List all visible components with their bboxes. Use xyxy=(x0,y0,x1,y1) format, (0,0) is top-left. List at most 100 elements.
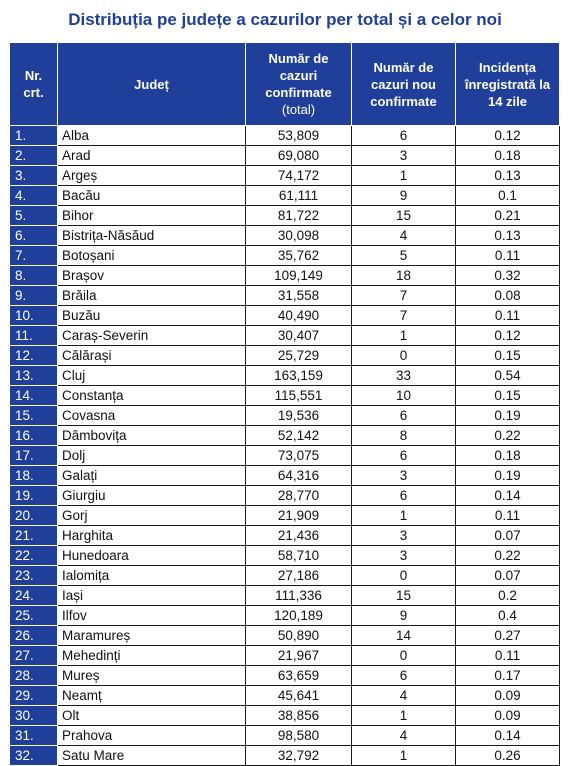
county-name: Hunedoara xyxy=(57,545,246,566)
incidence-14-days: 0.07 xyxy=(455,565,560,586)
header-incidence: Incidența înregistrată la 14 zile xyxy=(455,42,560,126)
new-confirmed: 6 xyxy=(351,665,456,686)
table-row: 30. Olt 38,856 1 0.09 xyxy=(9,705,560,726)
table-row: 17. Dolj 73,075 6 0.18 xyxy=(9,445,560,466)
new-confirmed: 33 xyxy=(351,365,456,386)
county-name: Maramureș xyxy=(57,625,246,646)
county-name: Buzău xyxy=(57,305,246,326)
county-name: Botoșani xyxy=(57,245,246,266)
table-row: 1. Alba 53,809 6 0.12 xyxy=(9,125,560,146)
header-new-line2: cazuri nou xyxy=(370,76,436,92)
county-name: Mureș xyxy=(57,665,246,686)
total-confirmed: 111,336 xyxy=(245,585,352,606)
county-name: Ilfov xyxy=(57,605,246,626)
new-confirmed: 1 xyxy=(351,325,456,346)
document-page: Distribuția pe județe a cazurilor per to… xyxy=(9,10,560,766)
total-confirmed: 30,098 xyxy=(245,225,352,246)
total-confirmed: 28,770 xyxy=(245,485,352,506)
county-name: Galați xyxy=(57,465,246,486)
county-name: Gorj xyxy=(57,505,246,526)
new-confirmed: 1 xyxy=(351,705,456,726)
county-name: Mehedinți xyxy=(57,645,246,666)
header-total-line4: (total) xyxy=(281,102,316,117)
row-number: 28. xyxy=(9,665,58,686)
table-body: 1. Alba 53,809 6 0.12 2. Arad 69,080 3 0.18 3. Arge… xyxy=(9,125,560,766)
row-number: 25. xyxy=(9,605,58,626)
header-county: Județ xyxy=(57,42,246,126)
new-confirmed: 9 xyxy=(351,605,456,626)
incidence-14-days: 0.12 xyxy=(455,325,560,346)
new-confirmed: 7 xyxy=(351,285,456,306)
row-number: 14. xyxy=(9,385,58,406)
table-row: 31. Prahova 98,580 4 0.14 xyxy=(9,725,560,746)
new-confirmed: 8 xyxy=(351,425,456,446)
incidence-14-days: 0.4 xyxy=(455,605,560,626)
new-confirmed: 1 xyxy=(351,505,456,526)
header-county-label: Județ xyxy=(134,76,169,92)
total-confirmed: 32,792 xyxy=(245,745,352,766)
new-confirmed: 0 xyxy=(351,645,456,666)
row-number: 15. xyxy=(9,405,58,426)
total-confirmed: 30,407 xyxy=(245,325,352,346)
incidence-14-days: 0.12 xyxy=(455,125,560,146)
table-row: 4. Bacău 61,111 9 0.1 xyxy=(9,185,560,206)
new-confirmed: 4 xyxy=(351,225,456,246)
table-row: 3. Argeș 74,172 1 0.13 xyxy=(9,165,560,186)
new-confirmed: 18 xyxy=(351,265,456,286)
table-row: 5. Bihor 81,722 15 0.21 xyxy=(9,205,560,226)
new-confirmed: 6 xyxy=(351,405,456,426)
total-confirmed: 163,159 xyxy=(245,365,352,386)
total-confirmed: 35,762 xyxy=(245,245,352,266)
incidence-14-days: 0.1 xyxy=(455,185,560,206)
incidence-14-days: 0.22 xyxy=(455,425,560,446)
total-confirmed: 38,856 xyxy=(245,705,352,726)
incidence-14-days: 0.09 xyxy=(455,685,560,706)
new-confirmed: 10 xyxy=(351,385,456,406)
county-name: Covasna xyxy=(57,405,246,426)
total-confirmed: 21,436 xyxy=(245,525,352,546)
row-number: 3. xyxy=(9,165,58,186)
total-confirmed: 21,967 xyxy=(245,645,352,666)
incidence-14-days: 0.54 xyxy=(455,365,560,386)
county-name: Iași xyxy=(57,585,246,606)
county-name: Olt xyxy=(57,705,246,726)
row-number: 29. xyxy=(9,685,58,706)
table-row: 16. Dâmbovița 52,142 8 0.22 xyxy=(9,425,560,446)
incidence-14-days: 0.08 xyxy=(455,285,560,306)
header-nr-line1: Nr. xyxy=(24,68,43,83)
table-row: 18. Galați 64,316 3 0.19 xyxy=(9,465,560,486)
row-number: 1. xyxy=(9,125,58,146)
new-confirmed: 4 xyxy=(351,725,456,746)
total-confirmed: 81,722 xyxy=(245,205,352,226)
incidence-14-days: 0.19 xyxy=(455,465,560,486)
table-row: 23. Ialomița 27,186 0 0.07 xyxy=(9,565,560,586)
county-name: Constanța xyxy=(57,385,246,406)
table-row: 6. Bistrița-Năsăud 30,098 4 0.13 xyxy=(9,225,560,246)
table-row: 21. Harghita 21,436 3 0.07 xyxy=(9,525,560,546)
incidence-14-days: 0.22 xyxy=(455,545,560,566)
header-incidence-line2: înregistrată la xyxy=(464,76,551,92)
table-row: 2. Arad 69,080 3 0.18 xyxy=(9,145,560,166)
new-confirmed: 4 xyxy=(351,685,456,706)
header-total-line3: confirmate xyxy=(265,85,332,100)
county-name: Caraș-Severin xyxy=(57,325,246,346)
table-row: 20. Gorj 21,909 1 0.11 xyxy=(9,505,560,526)
header-new-line3: confirmate xyxy=(370,93,437,109)
table-row: 24. Iași 111,336 15 0.2 xyxy=(9,585,560,606)
header-nr-line2: crt. xyxy=(23,85,44,100)
incidence-14-days: 0.21 xyxy=(455,205,560,226)
row-number: 32. xyxy=(9,745,58,766)
incidence-14-days: 0.14 xyxy=(455,725,560,746)
total-confirmed: 21,909 xyxy=(245,505,352,526)
county-name: Satu Mare xyxy=(57,745,246,766)
total-confirmed: 120,189 xyxy=(245,605,352,626)
county-name: Bistrița-Năsăud xyxy=(57,225,246,246)
new-confirmed: 5 xyxy=(351,245,456,266)
county-name: Dolj xyxy=(57,445,246,466)
total-confirmed: 31,558 xyxy=(245,285,352,306)
incidence-14-days: 0.07 xyxy=(455,525,560,546)
row-number: 8. xyxy=(9,265,58,286)
total-confirmed: 25,729 xyxy=(245,345,352,366)
new-confirmed: 15 xyxy=(351,585,456,606)
incidence-14-days: 0.17 xyxy=(455,665,560,686)
